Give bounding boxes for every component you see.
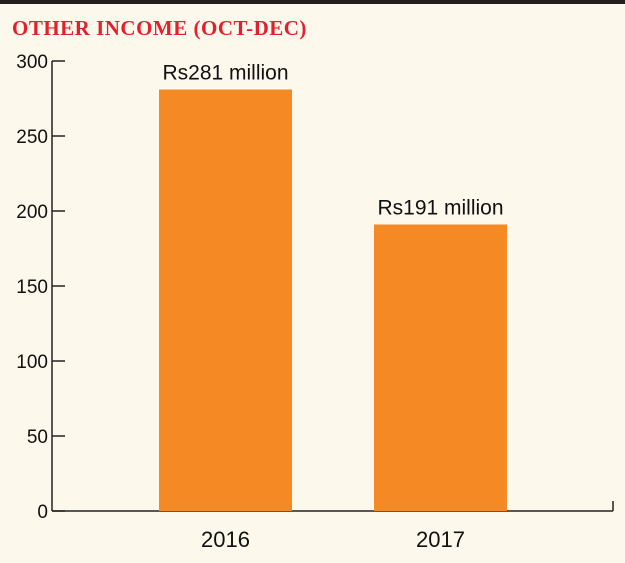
y-tick-label: 100 xyxy=(16,352,48,373)
y-tick-label: 150 xyxy=(16,277,48,298)
x-tick-label-2017: 2017 xyxy=(416,527,465,552)
chart-title: OTHER INCOME (OCT-DEC) xyxy=(12,16,307,40)
y-tick-label: 0 xyxy=(37,502,48,523)
bars: Rs281 million 2016 Rs191 million 2017 xyxy=(159,62,507,552)
axes: 0 50 100 150 200 250 300 xyxy=(16,52,614,523)
bar-2017 xyxy=(374,224,507,511)
data-label-2017: Rs191 million xyxy=(377,197,503,220)
y-tick-label: 300 xyxy=(16,52,48,73)
x-tick-label-2016: 2016 xyxy=(201,527,250,552)
data-label-2016: Rs281 million xyxy=(162,62,288,85)
y-tick-label: 250 xyxy=(16,127,48,148)
bar-2016 xyxy=(159,89,292,511)
y-tick-label: 200 xyxy=(16,202,48,223)
top-rule xyxy=(0,0,625,4)
y-tick-label: 50 xyxy=(27,427,48,448)
